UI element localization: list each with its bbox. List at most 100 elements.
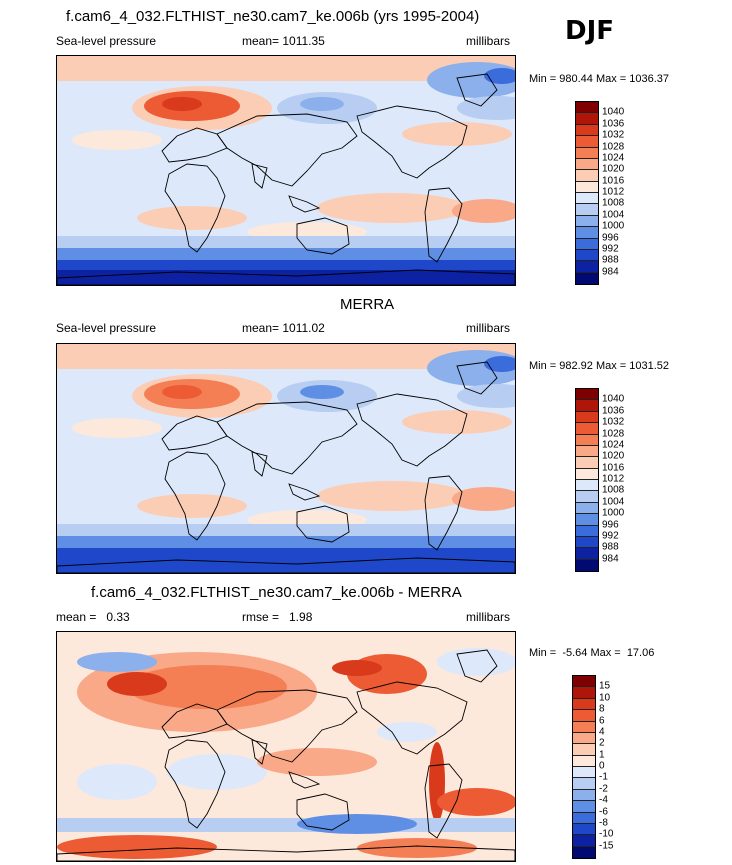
colorbar-tick-label: 996 [602, 232, 619, 243]
colorbar-cell [573, 676, 595, 688]
colorbar-cell [573, 789, 595, 802]
colorbar-tick-label: -6 [599, 806, 608, 817]
colorbar-cell [573, 710, 595, 722]
panel-2-colorbar [575, 388, 599, 572]
coastline [251, 451, 268, 477]
panel-2-mean-label: mean= 1011.02 [242, 321, 325, 335]
colorbar-tick-label: 992 [602, 243, 619, 255]
colorbar-tick-label: 1020 [602, 450, 625, 462]
panel-1-minmax: Min = 980.44 Max = 1036.37 [529, 73, 670, 85]
colorbar-cell [573, 823, 595, 836]
colorbar-cell [576, 389, 598, 401]
colorbar-tick-label: 1012 [602, 186, 625, 198]
panel-3-mean-label: mean = 0.33 [56, 610, 130, 624]
colorbar-cell [576, 147, 598, 159]
panel-3-rmse-label: rmse = 1.98 [242, 610, 313, 624]
colorbar-cell [573, 767, 595, 779]
panel-3-map [56, 631, 516, 862]
colorbar-tick-label: 0 [599, 760, 605, 772]
colorbar-cell [576, 272, 598, 284]
colorbar-tick-label: 988 [602, 541, 619, 553]
colorbar-tick-label: 1028 [602, 141, 625, 152]
colorbar-tick-label: 1012 [602, 473, 625, 485]
panel-1-map [56, 55, 516, 286]
colorbar-cell [573, 778, 595, 790]
colorbar-cell [573, 687, 595, 699]
colorbar-cell [576, 249, 598, 262]
colorbar-tick-label: 1020 [602, 163, 625, 175]
colorbar-cell [576, 102, 598, 114]
panel-1-units-label: millibars [466, 34, 511, 48]
coastline [296, 217, 350, 255]
colorbar-tick-label: 1036 [602, 405, 625, 417]
colorbar-tick-label: -10 [599, 828, 614, 840]
colorbar-tick-label: 1032 [602, 416, 625, 428]
coastline [251, 739, 268, 765]
colorbar-tick-label: -1 [599, 771, 608, 783]
colorbar-tick-label: 1040 [602, 106, 625, 118]
panel-3-colorbar [572, 675, 596, 859]
colorbar-cell [576, 204, 598, 216]
panel-3-units-label: millibars [466, 610, 511, 624]
colorbar-cell [573, 835, 595, 847]
colorbar-cell [576, 480, 598, 492]
panel-1-title: f.cam6_4_032.FLTHIST_ne30.cam7_ke.006b (… [66, 8, 480, 25]
colorbar-tick-label: -15 [599, 840, 614, 852]
colorbar-cell [576, 423, 598, 435]
colorbar-cell [576, 136, 598, 148]
coastline [356, 105, 468, 179]
coastline [356, 681, 468, 755]
panel-2-units-label: millibars [466, 321, 511, 335]
coastline [57, 845, 515, 861]
colorbar-tick-label: 1024 [602, 439, 625, 451]
colorbar-cell [576, 400, 598, 412]
coastline [424, 763, 463, 839]
colorbar-cell [573, 755, 595, 767]
colorbar-cell [576, 170, 598, 182]
colorbar-cell [576, 491, 598, 503]
colorbar-cell [576, 559, 598, 571]
colorbar-cell [576, 445, 598, 458]
colorbar-cell [576, 457, 598, 469]
colorbar-tick-label: 10 [599, 692, 611, 704]
colorbar-tick-label: 1 [599, 749, 605, 761]
coastline [288, 483, 321, 501]
colorbar-cell [576, 227, 598, 239]
colorbar-cell [573, 721, 595, 733]
coastline [456, 649, 498, 683]
panel-2-variable-label: Sea-level pressure [56, 321, 157, 335]
colorbar-tick-label: 1004 [602, 496, 625, 508]
map-field [57, 344, 515, 573]
colorbar-tick-label: 4 [599, 726, 605, 738]
coastline [57, 557, 515, 573]
coastline [356, 393, 468, 467]
colorbar-cell [576, 548, 598, 560]
coastline [456, 361, 498, 395]
coastline [164, 163, 226, 253]
coastline [164, 451, 226, 541]
colorbar-tick-label: 984 [602, 266, 619, 278]
colorbar-cell [576, 215, 598, 228]
colorbar-tick-label: -2 [599, 783, 608, 795]
coastline [424, 187, 463, 263]
colorbar-tick-label: 1016 [602, 462, 625, 474]
season-label: DJF [565, 16, 615, 46]
colorbar-cell [576, 158, 598, 171]
colorbar-tick-label: 1000 [602, 220, 625, 232]
panel-2-map [56, 343, 516, 574]
colorbar-tick-label: -4 [599, 794, 608, 806]
colorbar-tick-label: 1016 [602, 175, 625, 187]
panel-1-colorbar [575, 101, 599, 285]
colorbar-tick-label: 15 [599, 680, 611, 692]
colorbar-tick-label: 996 [602, 519, 619, 530]
coastline [424, 475, 463, 551]
colorbar-cell [576, 514, 598, 526]
colorbar-cell [576, 261, 598, 273]
colorbar-cell [573, 801, 595, 813]
colorbar-cell [576, 113, 598, 125]
colorbar-tick-label: 1036 [602, 118, 625, 130]
colorbar-cell [576, 124, 598, 137]
coastline [288, 195, 321, 213]
colorbar-tick-label: 1000 [602, 507, 625, 519]
colorbar-cell [576, 193, 598, 205]
